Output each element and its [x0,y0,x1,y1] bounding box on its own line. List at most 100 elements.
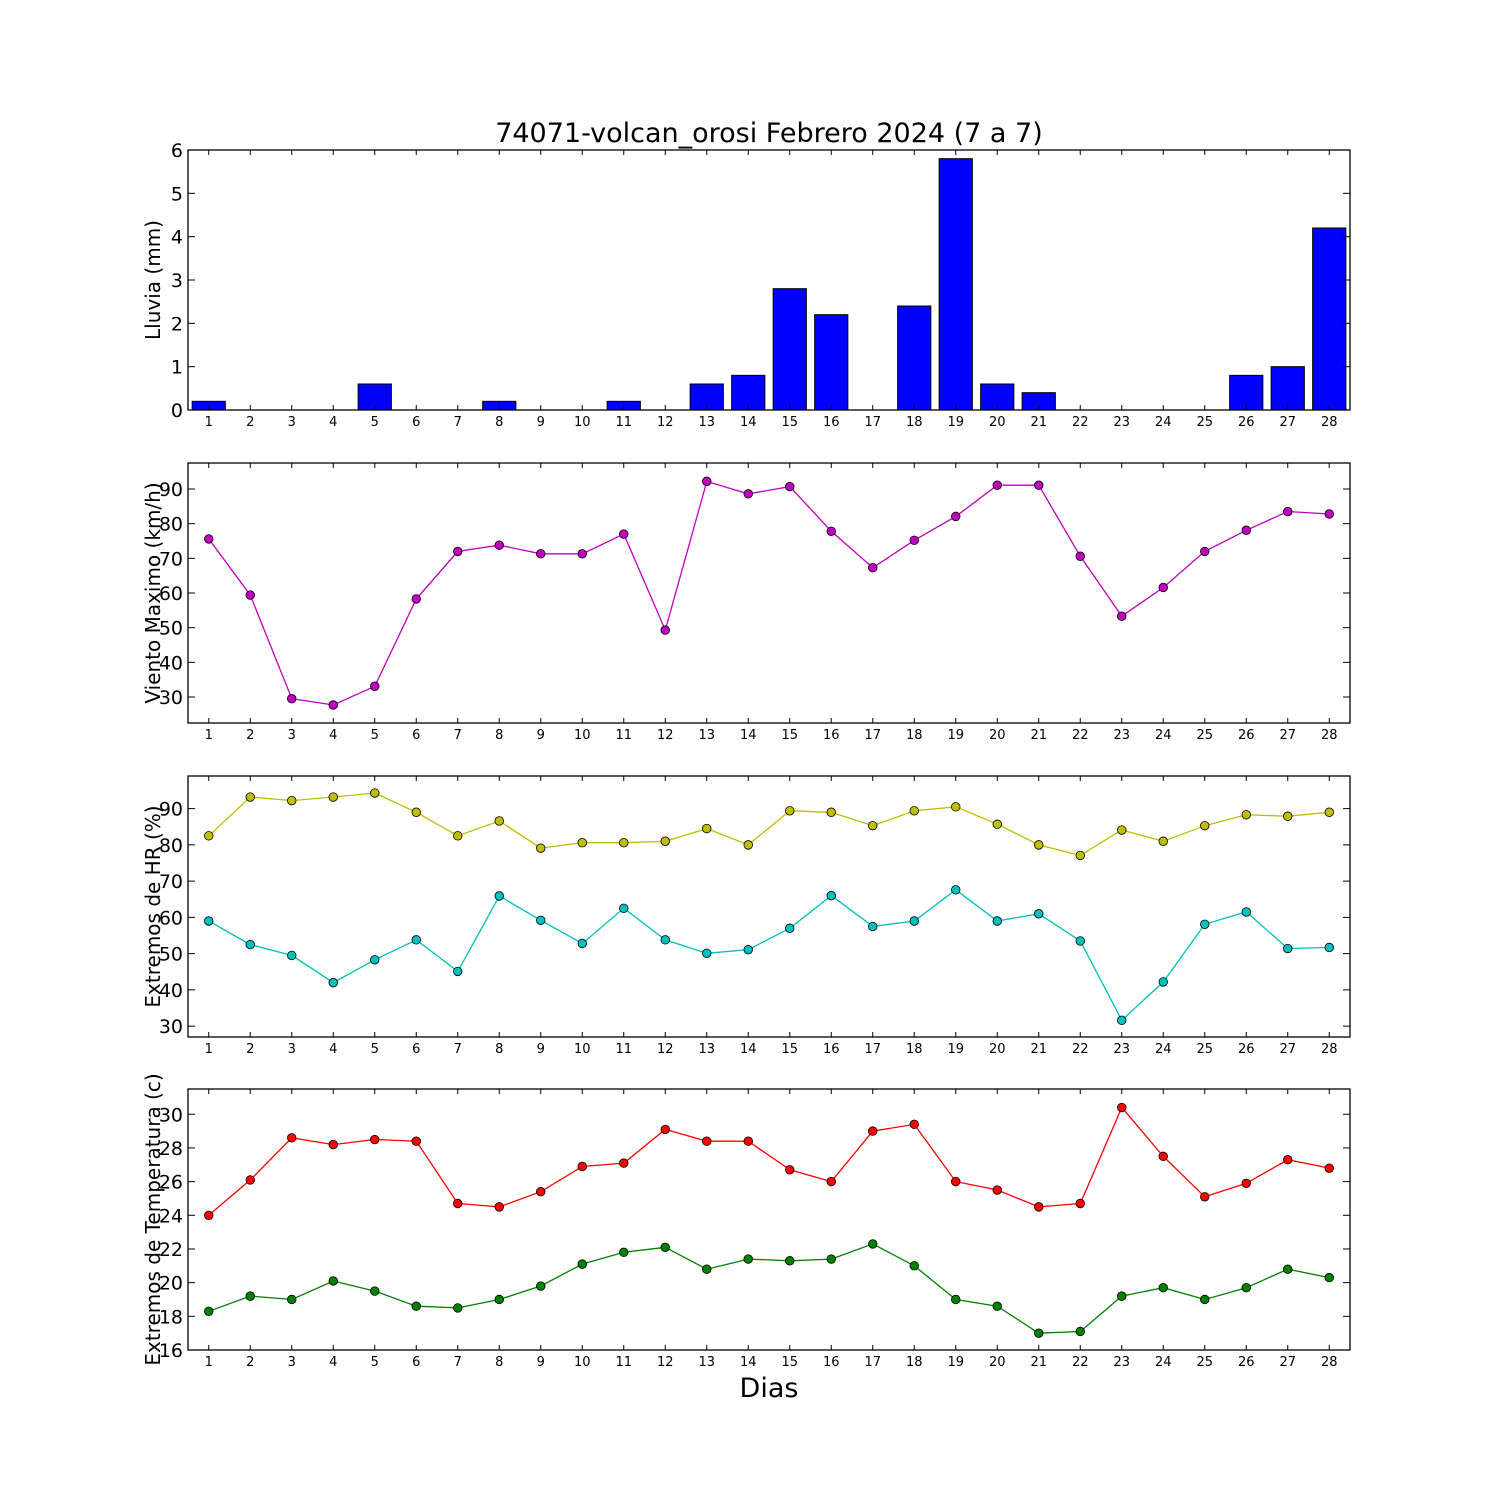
point-s1-day-3 [287,694,297,704]
x-tick-label: 8 [495,415,503,430]
y-tick-label: 1 [171,357,183,379]
y-tick-label: 4 [171,227,183,249]
point-s1-day-21 [1034,840,1044,850]
point-s2-day-11 [619,1247,629,1258]
x-tick-label: 11 [615,415,632,430]
x-tick-label: 24 [1155,1355,1172,1370]
x-tick-label: 1 [205,415,213,430]
y-tick-label: 30 [159,687,183,709]
point-s2-day-5 [370,955,380,965]
point-s1-day-2 [245,792,255,802]
x-tick-label: 2 [246,1355,254,1370]
point-s1-day-11 [619,838,629,848]
y-axis-label: Viento Maximo (km/h) [141,482,165,703]
point-s2-day-18 [909,1261,919,1271]
point-s2-day-4 [328,977,338,988]
y-tick-label: 70 [159,548,183,570]
point-s1-day-4 [328,700,338,710]
x-tick-label: 22 [1072,415,1089,430]
point-s1-day-23 [1117,825,1127,835]
x-tick-label: 9 [537,728,545,743]
y-tick-label: 60 [159,907,183,929]
point-s1-day-14 [743,840,753,850]
point-s1-day-20 [992,1185,1002,1195]
point-s2-day-26 [1241,907,1251,917]
point-s1-day-1 [204,534,214,544]
point-s2-day-4 [328,1276,338,1286]
x-tick-label: 6 [412,1042,420,1057]
point-s1-day-15 [785,1165,795,1175]
point-s1-day-22 [1075,850,1085,861]
x-tick-label: 21 [1030,728,1047,743]
x-tick-label: 12 [657,415,674,430]
point-s2-day-6 [411,1301,421,1311]
point-s1-day-20 [992,480,1002,490]
point-s2-day-11 [619,903,629,914]
point-s1-day-4 [328,1139,338,1150]
x-tick-label: 25 [1196,1042,1213,1057]
point-s1-day-12 [660,625,670,635]
x-tick-label: 13 [698,1355,715,1370]
point-s2-day-27 [1283,1264,1293,1274]
point-s2-day-22 [1075,1326,1085,1337]
x-tick-label: 19 [947,1042,964,1057]
point-s2-day-21 [1034,909,1044,919]
point-s2-day-10 [577,1259,587,1269]
point-s1-day-16 [826,807,836,817]
point-s2-day-21 [1034,1328,1044,1338]
x-tick-label: 8 [495,1355,503,1370]
point-s1-day-10 [577,1161,587,1172]
x-tick-label: 23 [1113,728,1130,743]
y-tick-label: 16 [159,1340,183,1362]
x-tick-label: 5 [371,1042,379,1057]
x-tick-label: 19 [947,728,964,743]
series-line-2 [208,1243,1330,1334]
y-tick-label: 60 [159,583,183,605]
x-tick-label: 17 [864,1042,881,1057]
point-s1-day-5 [370,681,380,691]
point-s1-day-15 [785,481,795,492]
point-s1-day-13 [702,823,712,834]
x-tick-label: 27 [1279,1042,1296,1057]
point-s1-day-26 [1241,525,1251,535]
x-tick-label: 14 [740,1042,757,1057]
point-s2-day-24 [1158,977,1168,987]
x-tick-label: 22 [1072,1042,1089,1057]
x-tick-label: 9 [537,415,545,430]
point-s2-day-7 [453,1303,463,1313]
point-s2-day-26 [1241,1282,1251,1293]
point-s1-day-27 [1283,811,1293,821]
x-tick-label: 5 [371,415,379,430]
x-tick-label: 1 [205,1355,213,1370]
point-s1-day-13 [702,1136,712,1146]
y-tick-label: 26 [159,1172,183,1194]
point-s1-day-19 [951,511,961,522]
plot-frame [187,1088,1351,1351]
x-tick-label: 24 [1155,1042,1172,1057]
x-tick-label: 7 [454,415,462,430]
x-tick-label: 26 [1238,1042,1255,1057]
point-s1-day-8 [494,816,504,826]
y-tick-label: 90 [159,799,183,821]
point-s2-day-6 [411,935,421,945]
point-s1-day-26 [1241,1178,1251,1188]
point-s2-day-3 [287,1294,297,1305]
x-tick-label: 18 [906,1355,923,1370]
bar-day-18 [897,305,932,411]
y-tick-label: 3 [171,270,183,292]
x-tick-label: 1 [205,728,213,743]
point-s1-day-24 [1158,836,1168,846]
x-tick-label: 10 [574,728,591,743]
y-tick-label: 24 [159,1205,183,1227]
point-s1-day-8 [494,1202,504,1212]
x-tick-label: 14 [740,415,757,430]
point-s2-day-16 [826,890,836,901]
point-s2-day-23 [1117,1015,1127,1026]
x-tick-label: 27 [1279,415,1296,430]
point-s2-day-12 [660,1242,670,1252]
bar-day-16 [814,314,849,411]
x-tick-label: 20 [989,728,1006,743]
point-s1-day-9 [536,549,546,559]
